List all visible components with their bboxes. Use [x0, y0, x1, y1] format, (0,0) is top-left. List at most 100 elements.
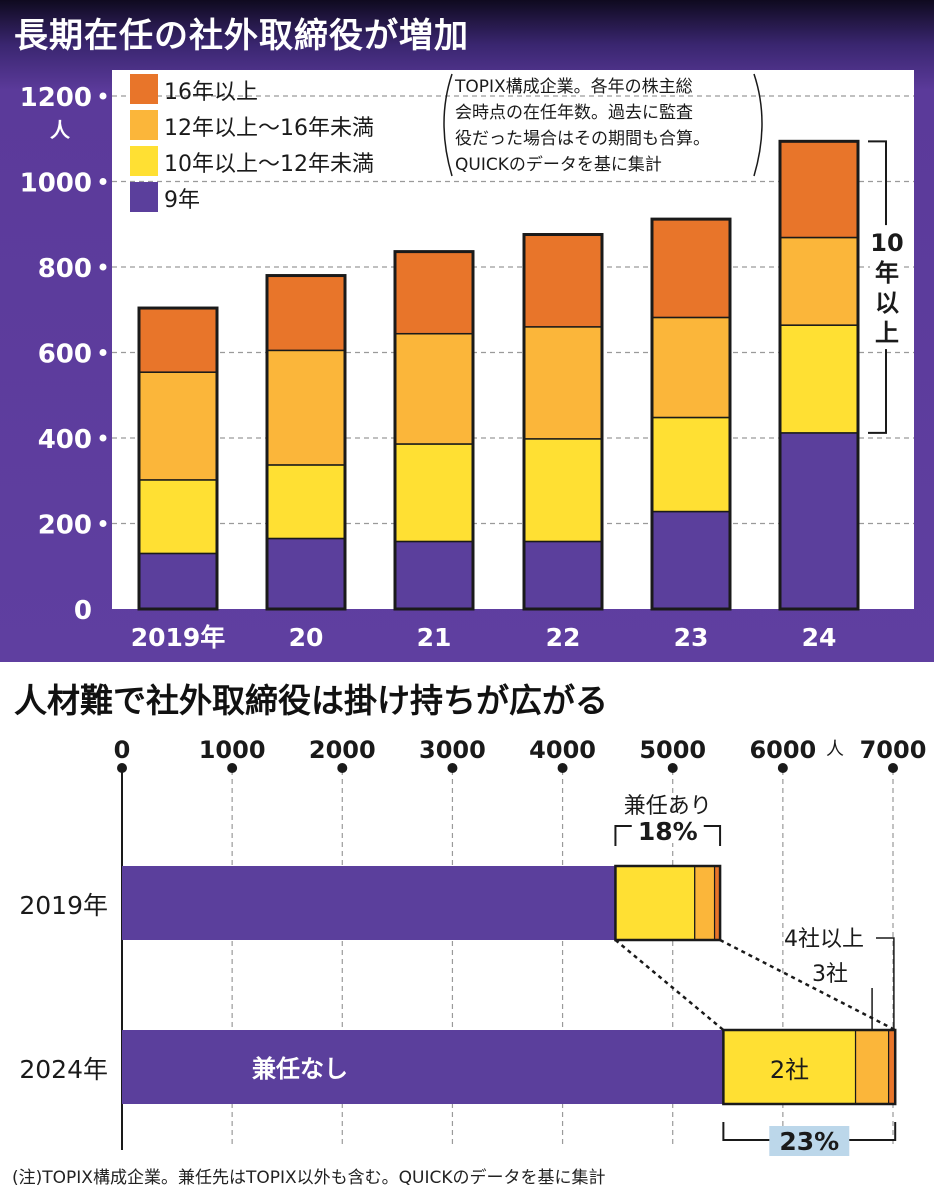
- x-tick-label: 20: [289, 623, 324, 652]
- bar-segment: [651, 510, 731, 610]
- concurrent-outline-2024: [722, 1028, 897, 1106]
- y-tick-dot: [99, 178, 107, 185]
- legend-label: 12年以上～16年未満: [164, 116, 374, 141]
- legend-swatch: [130, 74, 158, 104]
- bar-segment: [651, 316, 731, 419]
- hbar-segment: [614, 865, 696, 941]
- bracket-label-bg: [870, 225, 904, 350]
- pct-2019: 18%: [638, 817, 698, 846]
- legend-swatch: [130, 110, 158, 140]
- bar-segment: [266, 537, 346, 610]
- label-3sha: 3社: [812, 962, 848, 987]
- y-tick-label: 800: [38, 254, 92, 284]
- y-tick-label: 600: [38, 340, 92, 370]
- label-no-concurrent: 兼任なし: [252, 1055, 348, 1083]
- legend-swatch: [130, 146, 158, 176]
- x-tick-dot: [447, 763, 458, 773]
- connector-left: [614, 939, 725, 1031]
- bar-segment: [394, 332, 474, 445]
- hbar-category-label: 2024年: [19, 1055, 108, 1084]
- concurrent-label: 兼任あり: [624, 794, 712, 819]
- bar-outline: [393, 250, 475, 611]
- bar-segment: [266, 464, 346, 540]
- bar-segment: [523, 438, 603, 543]
- label-2sha: 2社: [770, 1056, 809, 1084]
- bar-segment: [779, 432, 859, 610]
- bar-outline: [522, 233, 604, 611]
- footnote: (注)TOPIX構成企業。兼任先はTOPIX以外も含む。QUICKのデータを基に…: [12, 1168, 606, 1188]
- hbar-segment: [694, 865, 716, 941]
- x-tick-label: 1000: [199, 736, 266, 764]
- x-tick-label: 6000: [749, 736, 816, 764]
- y-tick-dot: [99, 349, 107, 356]
- y-unit-label: 人: [50, 118, 71, 142]
- x-tick-label: 22: [546, 623, 581, 652]
- y-tick-label: 400: [38, 425, 92, 455]
- y-tick-label: 1000: [20, 169, 92, 199]
- hbar-segment: [122, 866, 616, 940]
- concurrent-outline-2019: [614, 864, 722, 942]
- bar-segment: [138, 479, 218, 555]
- label-4sha: 4社以上: [784, 927, 864, 952]
- legend-label: 9年: [164, 188, 200, 213]
- y-tick-label: 0: [74, 596, 92, 626]
- x-tick-label: 3000: [419, 736, 486, 764]
- top-chart-title: 長期在任の社外取締役が増加: [14, 16, 469, 56]
- legend-swatch: [130, 182, 158, 212]
- bar-segment: [779, 140, 859, 239]
- note-text: 役だった場合はその期間も合算。: [455, 129, 710, 149]
- bar-outline: [650, 217, 732, 611]
- hbar-category-label: 2019年: [19, 891, 108, 920]
- bar-segment: [394, 443, 474, 543]
- bar-segment: [523, 233, 603, 328]
- bar-segment: [394, 540, 474, 610]
- bar-segment: [523, 540, 603, 610]
- y-tick-dot: [99, 263, 107, 271]
- bottom-chart-title: 人材難で社外取締役は掛け持ちが広がる: [14, 681, 608, 720]
- bracket-label: 以: [875, 289, 899, 317]
- x-unit-label: 人: [826, 739, 844, 760]
- bracket-label: 年: [875, 259, 899, 287]
- x-tick-dot: [337, 763, 348, 773]
- x-tick-dot: [557, 763, 568, 773]
- bar-segment: [651, 416, 731, 513]
- bar-outline: [778, 139, 860, 611]
- x-tick-label: 2019年: [131, 623, 226, 652]
- x-tick-dot: [777, 763, 788, 773]
- bar-segment: [394, 250, 474, 335]
- bar-segment: [138, 552, 218, 610]
- y-tick-dot: [99, 434, 107, 442]
- y-tick-dot: [99, 520, 107, 527]
- y-tick-dot: [99, 92, 107, 100]
- bar-segment: [266, 349, 346, 466]
- note-paren-left: [443, 73, 453, 177]
- bar-segment: [138, 371, 218, 481]
- note-text: QUICKのデータを基に集計: [455, 154, 662, 175]
- x-tick-label: 23: [674, 623, 709, 652]
- hbar-segment: [854, 1029, 890, 1105]
- x-tick-label: 0: [114, 736, 131, 764]
- x-tick-label: 4000: [529, 736, 596, 764]
- x-tick-label: 2000: [309, 736, 376, 764]
- pct-2019-bg: [631, 815, 704, 843]
- x-tick-dot: [888, 763, 898, 773]
- note-paren-right: [753, 73, 763, 177]
- y-tick-label: 200: [38, 511, 92, 541]
- note-text: TOPIX構成企業。各年の株主総: [454, 77, 693, 97]
- x-tick-label: 21: [417, 623, 452, 652]
- x-tick-label: 5000: [639, 736, 706, 764]
- bar-outline: [137, 306, 219, 611]
- pct-2024: 23%: [779, 1127, 839, 1156]
- connector-right: [719, 938, 896, 1032]
- y-tick-label: 1200: [20, 83, 92, 113]
- x-tick-label: 7000: [860, 736, 927, 764]
- legend-label: 10年以上～12年未満: [164, 152, 374, 177]
- leader-4sha: [876, 937, 895, 1030]
- bar-segment: [779, 324, 859, 434]
- pct-2024-bg: [769, 1126, 850, 1156]
- note-text: 会時点の在任年数。過去に監査: [455, 103, 693, 123]
- bar-segment: [266, 274, 346, 352]
- bar-outline: [265, 274, 347, 611]
- bracket-label: 10: [870, 229, 903, 257]
